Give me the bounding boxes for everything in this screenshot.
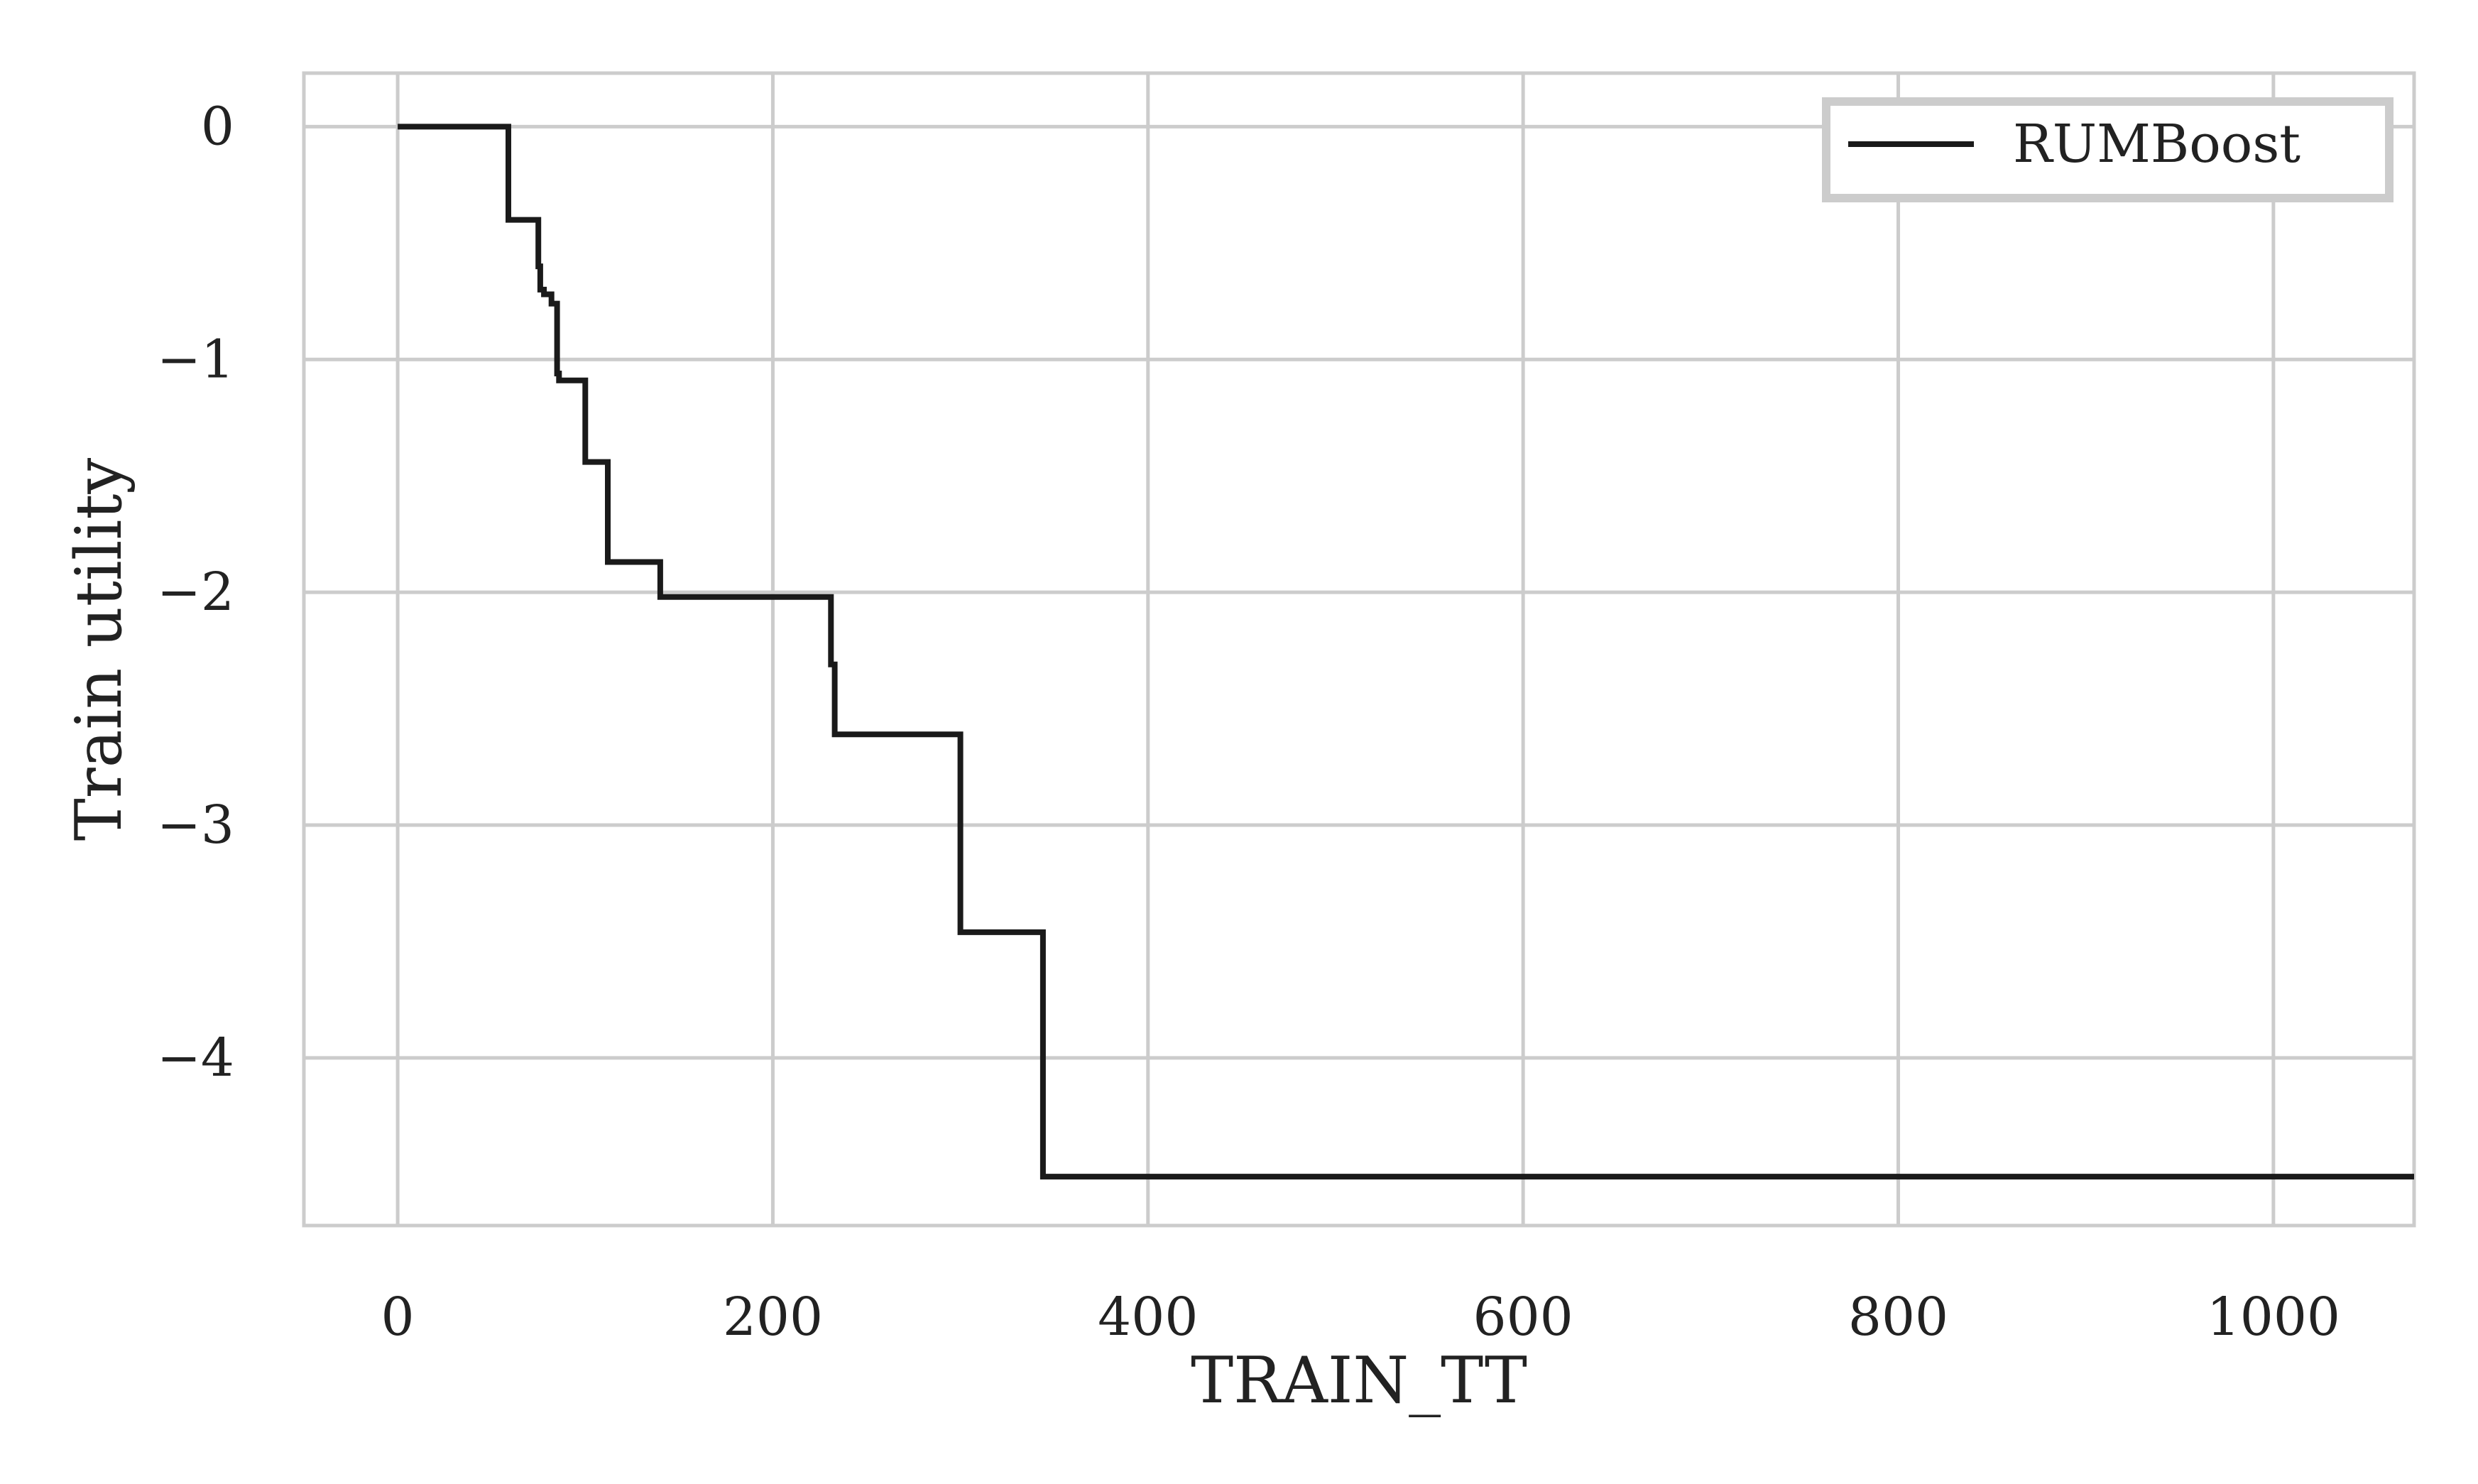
x-axis-label: TRAIN_TT — [1191, 1343, 1527, 1418]
x-tick-label: 0 — [381, 1287, 415, 1348]
y-tick-label: −4 — [157, 1027, 234, 1089]
x-tick-label: 200 — [723, 1287, 823, 1348]
y-tick-label: −2 — [157, 562, 234, 623]
plot-frame — [302, 71, 2416, 1228]
y-tick-labels: 0 −1 −2 −3 −4 — [157, 96, 234, 1089]
series-line-rumboost — [398, 124, 2414, 1180]
x-tick-label: 800 — [1848, 1287, 1948, 1348]
y-axis-label: Train utility — [62, 458, 136, 841]
series-layer — [398, 124, 2414, 1180]
legend-box — [1822, 97, 2394, 202]
y-tick-label: −3 — [157, 795, 234, 856]
y-tick-label: −1 — [157, 329, 234, 390]
x-tick-labels: 0 200 400 600 800 1000 — [381, 1287, 2340, 1348]
legend-label-rumboost: RUMBoost — [2013, 114, 2300, 175]
x-tick-label: 1000 — [2207, 1287, 2340, 1348]
grid — [304, 73, 2414, 1226]
x-tick-label: 400 — [1098, 1287, 1198, 1348]
x-tick-label: 600 — [1473, 1287, 1573, 1348]
legend: RUMBoost — [1822, 97, 2394, 202]
y-tick-label: 0 — [201, 96, 234, 157]
